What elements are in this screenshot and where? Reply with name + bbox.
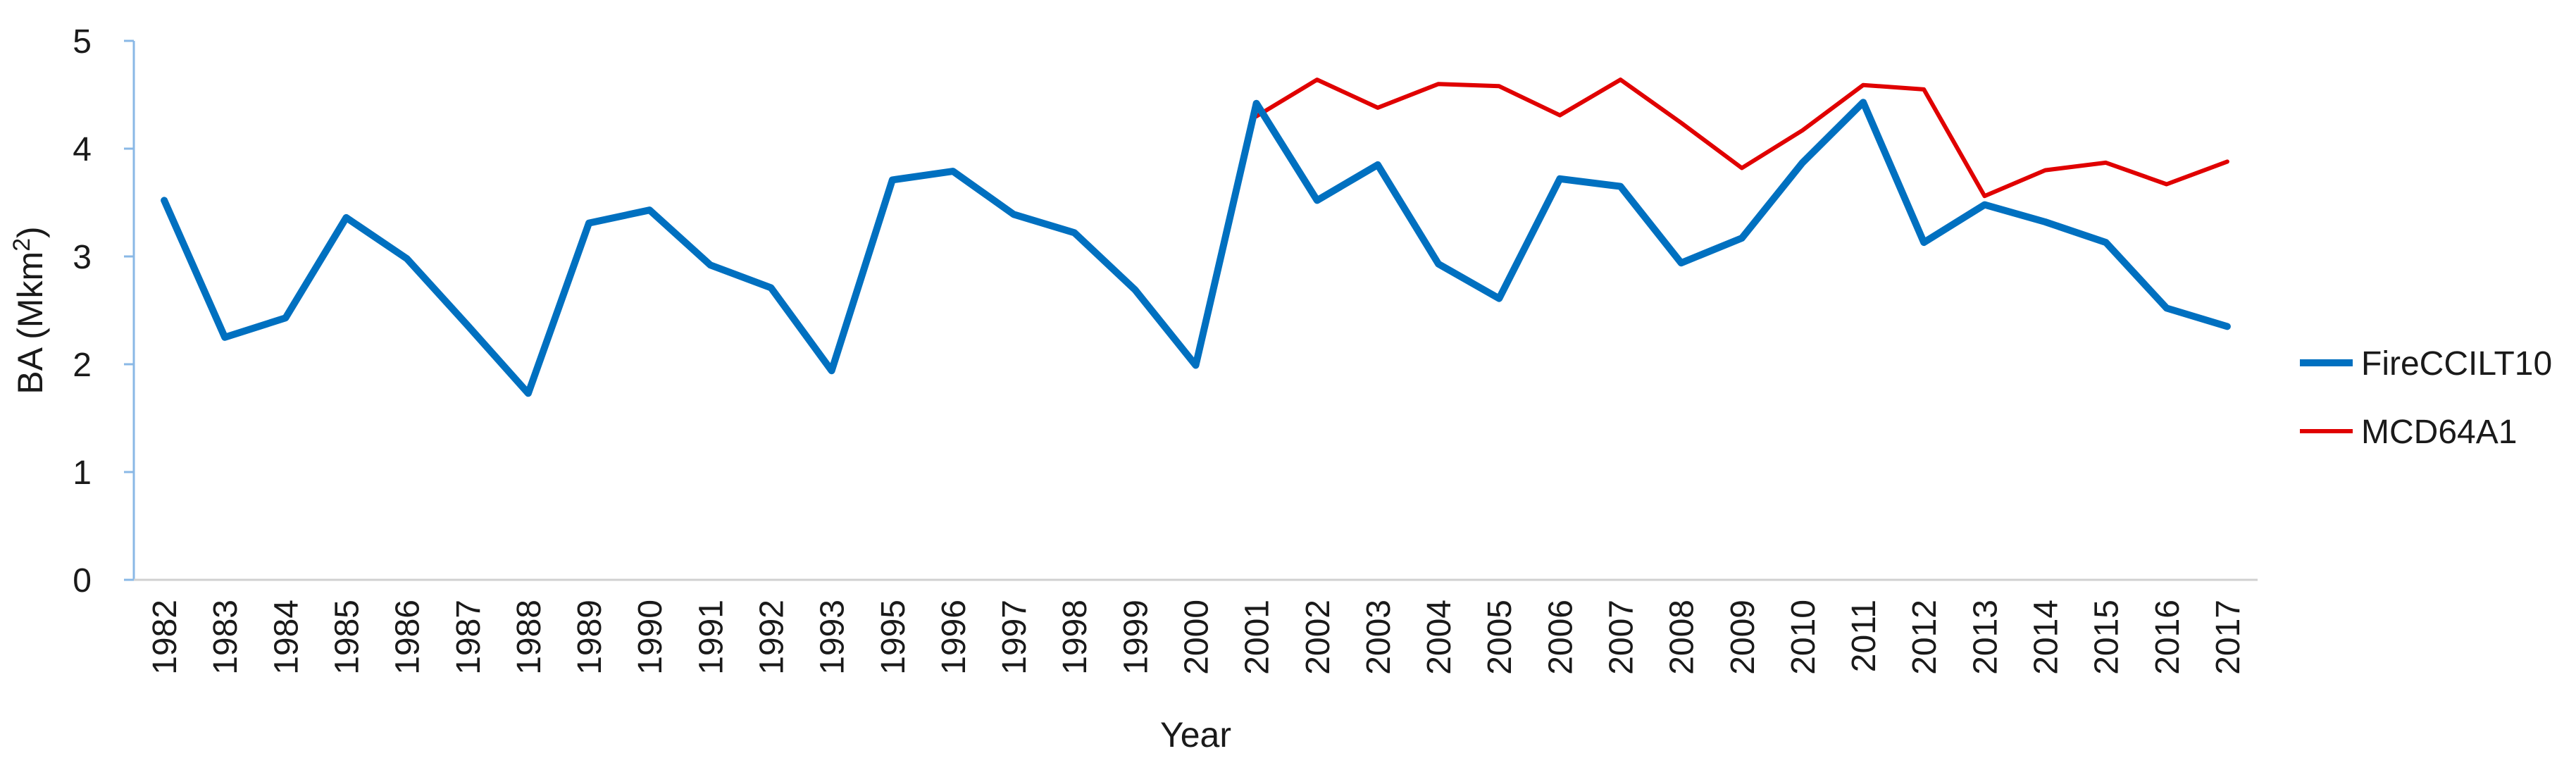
x-tick-label: 1989 [571,600,609,675]
x-tick-label: 2005 [1481,600,1519,675]
y-axis-title: BA (Mkm2) [8,226,50,394]
x-tick-label: 1987 [450,600,487,675]
x-tick-label: 1993 [814,600,852,675]
x-tick-label: 2000 [1178,600,1216,675]
x-ticks: 1982 1983 1984 1985 1986 1987 1988 1989 1990 1991… [147,600,2247,675]
x-tick-label: 2014 [2028,600,2065,675]
x-axis-title: Year [1160,715,1231,755]
x-tick-label: 1985 [329,600,366,675]
x-tick-label: 1990 [632,600,669,675]
x-tick-label: 2003 [1360,600,1398,675]
x-tick-label: 2013 [1967,600,2004,675]
x-tick-label: 2004 [1421,600,1458,675]
x-tick-label: 1982 [147,600,184,675]
y-tick-label: 4 [73,131,92,168]
x-tick-label: 2016 [2149,600,2186,675]
x-tick-label: 2015 [2089,600,2126,675]
legend-label: FireCCILT10 [2361,345,2552,383]
x-tick-label: 1995 [875,600,912,675]
y-tick-label: 3 [73,239,92,276]
series-line-fireccilt10 [164,102,2227,393]
series-line-mcd64a1 [1257,80,2227,196]
x-tick-label: 2002 [1300,600,1337,675]
legend-label: MCD64A1 [2361,414,2517,451]
x-tick-label: 1983 [207,600,244,675]
x-tick-label: 2011 [1846,600,1883,672]
x-tick-label: 2017 [2210,600,2247,675]
x-tick-label: 2012 [1906,600,1943,675]
y-axis-title-main: BA (Mkm [11,252,50,395]
x-tick-label: 2006 [1542,600,1579,675]
x-tick-label: 1988 [511,600,548,675]
y-tick-label: 1 [73,454,92,492]
y-axis-title-superscript: 2 [8,238,35,252]
x-tick-label: 2007 [1603,600,1641,675]
y-ticks: 0 1 2 3 4 5 [73,23,134,600]
x-tick-label: 1984 [268,600,305,675]
x-tick-label: 1997 [996,600,1033,675]
y-tick-label: 5 [73,23,92,61]
series-layer [164,80,2227,393]
x-tick-label: 1992 [754,600,791,675]
y-axis-title-suffix: ) [11,226,50,238]
legend: FireCCILT10 MCD64A1 [2300,345,2552,451]
x-tick-label: 2001 [1239,600,1276,675]
x-tick-label: 2008 [1664,600,1701,675]
x-tick-label: 1999 [1117,600,1155,675]
x-tick-label: 2009 [1724,600,1762,675]
x-tick-label: 1986 [390,600,427,675]
x-tick-label: 1996 [935,600,973,675]
x-tick-label: 2010 [1785,600,1822,675]
y-tick-label: 2 [73,347,92,384]
x-tick-label: 1998 [1057,600,1094,675]
x-tick-label: 1991 [692,600,730,675]
y-tick-label: 0 [73,562,92,600]
